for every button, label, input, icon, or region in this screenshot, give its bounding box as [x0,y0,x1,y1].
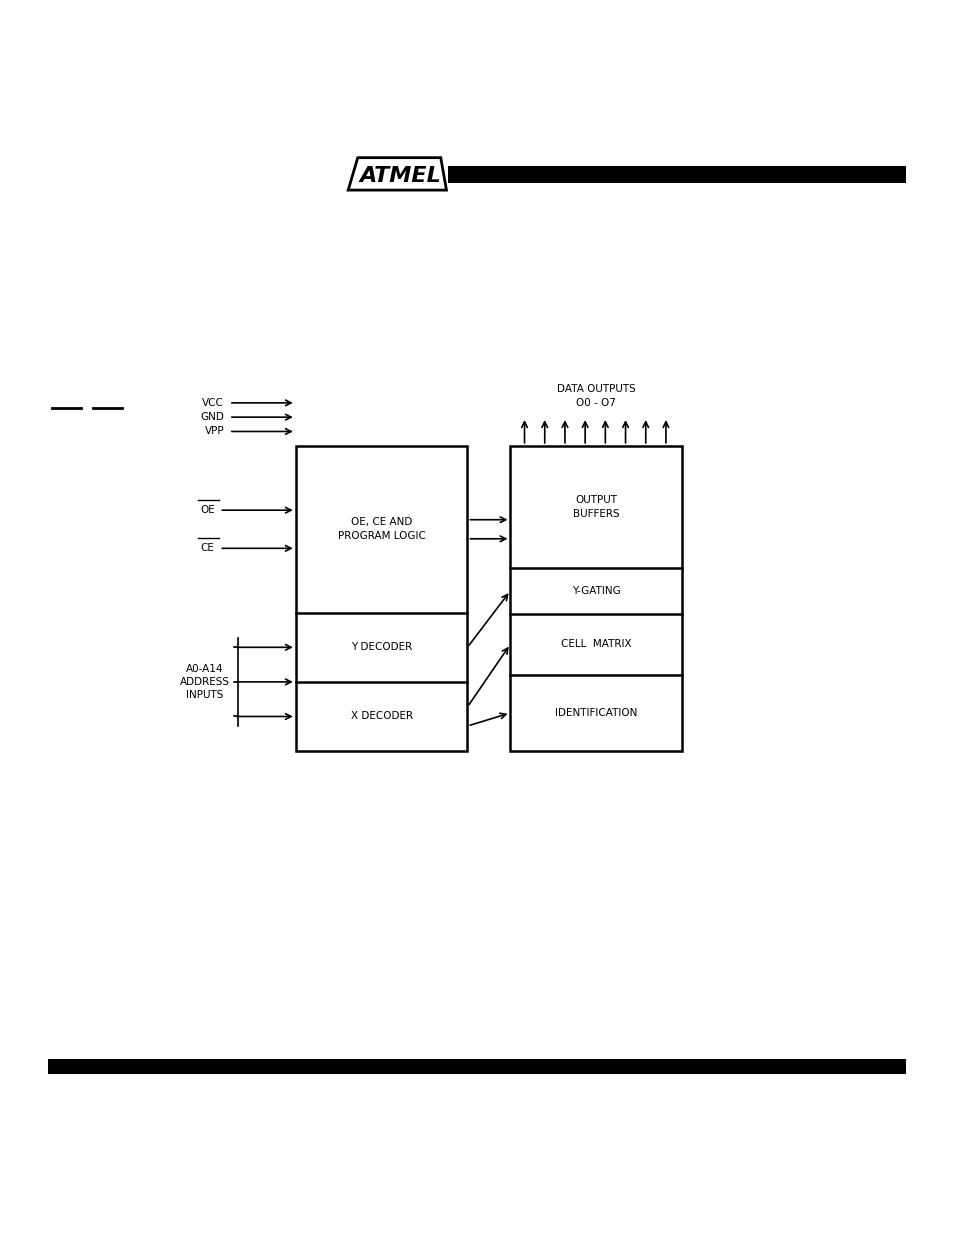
Text: DATA OUTPUTS: DATA OUTPUTS [557,384,635,394]
Text: VCC: VCC [202,398,224,408]
Text: O0 - O7: O0 - O7 [576,398,616,408]
Text: OE, CE AND
PROGRAM LOGIC: OE, CE AND PROGRAM LOGIC [337,517,425,541]
Text: IDENTIFICATION: IDENTIFICATION [555,708,637,718]
Text: A0-A14
ADDRESS
INPUTS: A0-A14 ADDRESS INPUTS [180,663,230,700]
Text: X DECODER: X DECODER [350,711,413,721]
Text: VPP: VPP [204,426,224,436]
Text: Y DECODER: Y DECODER [351,642,412,652]
Bar [295,446,467,751]
Text: OE: OE [200,505,214,515]
Bar [510,446,681,751]
Text: OUTPUT
BUFFERS: OUTPUT BUFFERS [573,495,618,519]
Text: CELL  MATRIX: CELL MATRIX [560,640,631,650]
Bar [48,1060,905,1073]
Text: CE: CE [200,543,214,553]
Bar [448,167,905,184]
Text: ATMEL: ATMEL [359,165,441,185]
Text: GND: GND [200,412,224,422]
Text: Y-GATING: Y-GATING [571,585,620,595]
